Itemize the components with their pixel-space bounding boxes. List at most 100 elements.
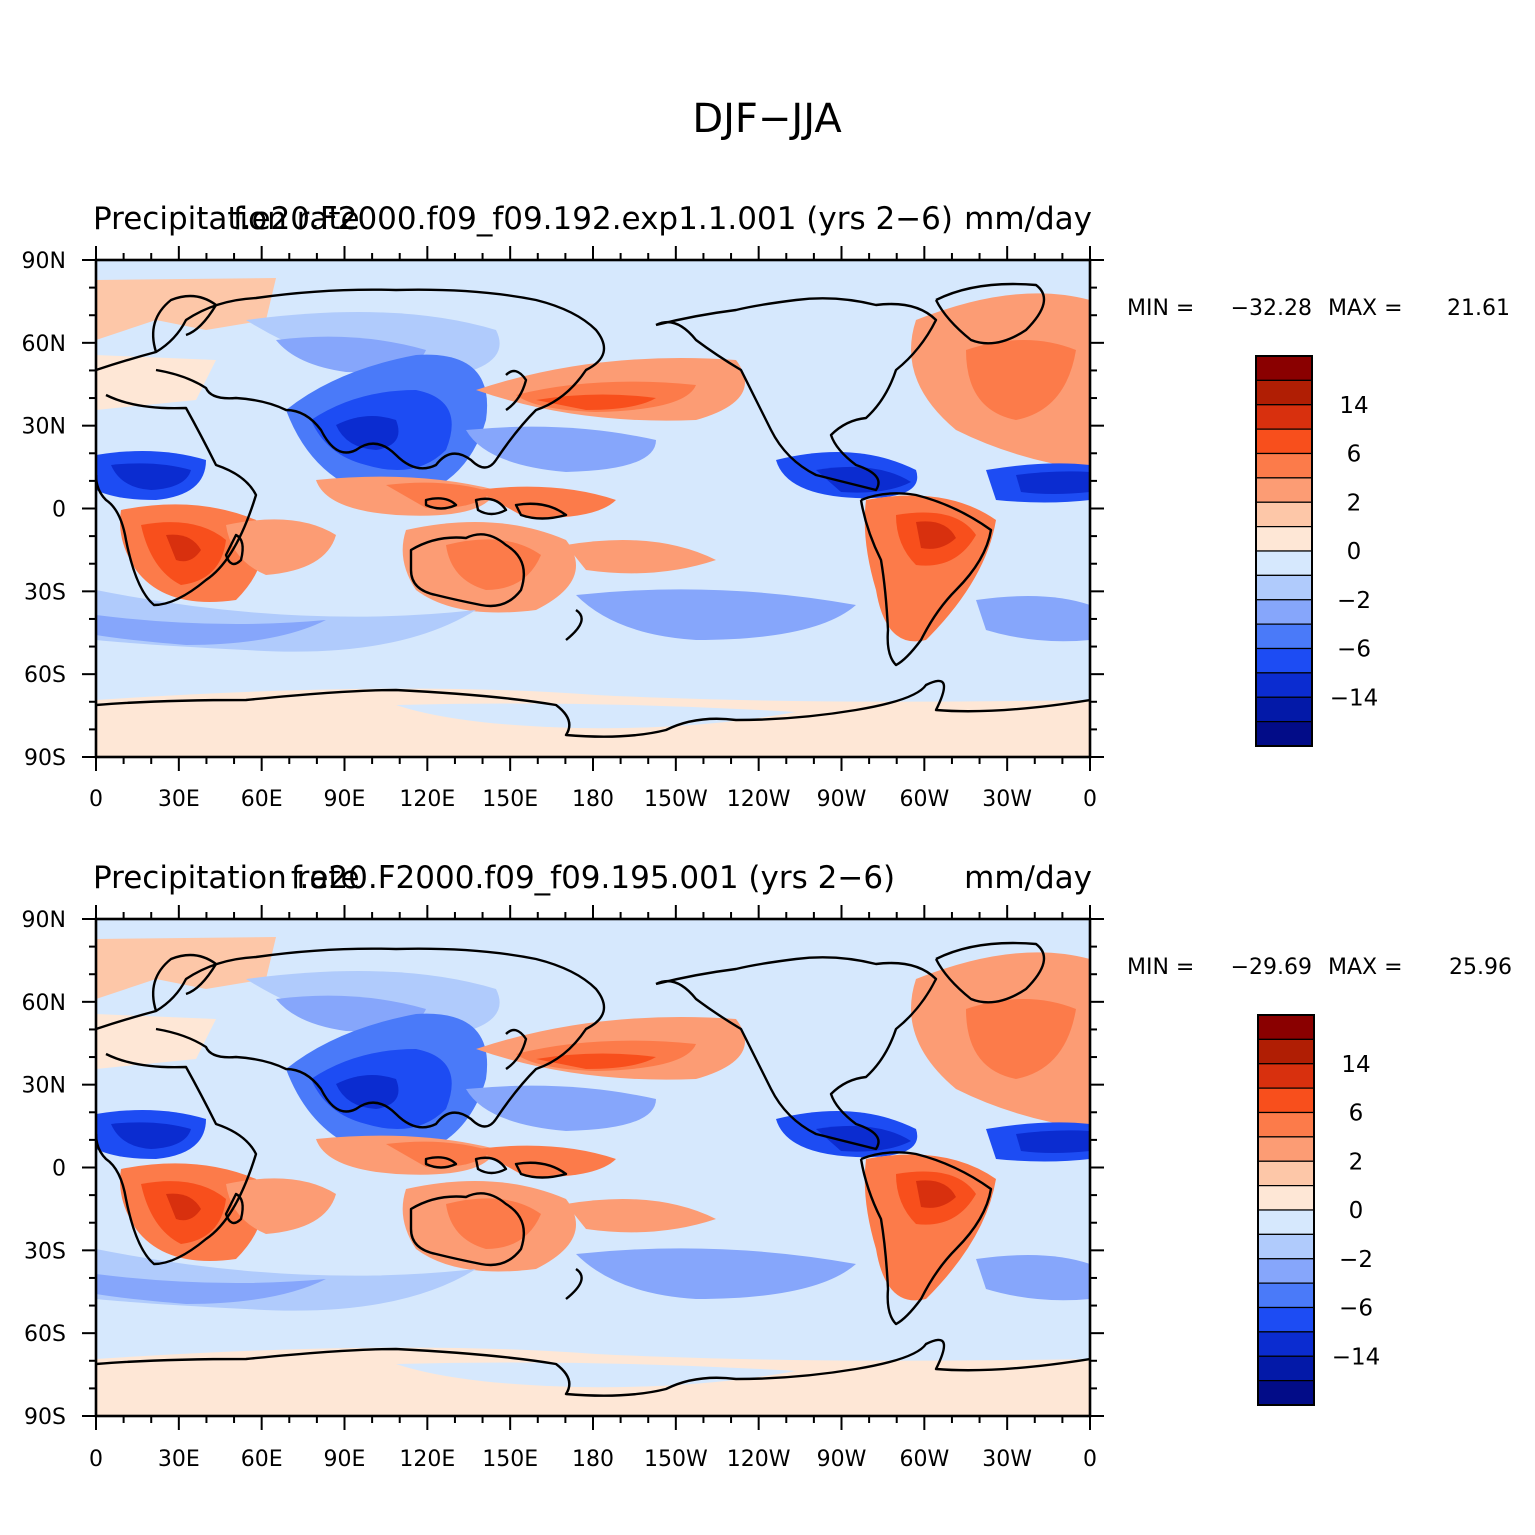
lon-label: 90W bbox=[817, 1447, 867, 1472]
colorbar-label: −6 bbox=[1339, 1296, 1373, 1322]
panel-2-map bbox=[96, 919, 1090, 1416]
colorbar-swatch bbox=[1255, 696, 1313, 723]
panel-1-colorbar: 14 6 2 0 −2 −6 −14 bbox=[1255, 355, 1379, 747]
colorbar-swatch bbox=[1257, 1111, 1315, 1138]
colorbar-label: −2 bbox=[1339, 1247, 1373, 1273]
panel-2: Precipitation rate f.e20.F2000.f09_f09.1… bbox=[22, 860, 1512, 1472]
lat-label: 30N bbox=[22, 1074, 66, 1099]
colorbar-outline bbox=[1257, 1014, 1315, 1406]
lon-label: 60W bbox=[899, 1447, 949, 1472]
lon-label: 120E bbox=[399, 1447, 455, 1472]
panel-1-right-string: mm/day bbox=[964, 201, 1092, 237]
lon-label: 60E bbox=[241, 1447, 283, 1472]
lon-label: 150W bbox=[644, 787, 708, 812]
lat-label: 90S bbox=[24, 746, 66, 771]
panel-2-lat-labels: 90N 60N 30N 0 30S 60S 90S bbox=[22, 908, 66, 1430]
panel-2-center-string: f.e20.F2000.f09_f09.195.001 (yrs 2−6) bbox=[291, 860, 895, 896]
panel-2-min-value: −29.69 bbox=[1231, 955, 1312, 980]
panel-2-right-string: mm/day bbox=[964, 860, 1092, 896]
colorbar-swatch bbox=[1257, 1038, 1315, 1065]
lon-label: 150E bbox=[482, 1447, 538, 1472]
colorbar-swatch bbox=[1255, 477, 1313, 503]
main-title: DJF−JJA bbox=[692, 96, 842, 142]
colorbar-swatch bbox=[1255, 599, 1313, 625]
lat-label: 60N bbox=[22, 332, 66, 357]
colorbar-swatch bbox=[1255, 574, 1313, 601]
lon-label: 120E bbox=[399, 787, 455, 812]
panel-2-lon-labels: 0 30E 60E 90E 120E 150E 180 150W 120W 90W 60W 30W 0 bbox=[89, 1447, 1097, 1472]
colorbar-swatch bbox=[1255, 647, 1313, 674]
lon-label: 150W bbox=[644, 1447, 708, 1472]
colorbar-swatch bbox=[1257, 1209, 1315, 1235]
colorbar-label: 14 bbox=[1341, 1052, 1370, 1078]
colorbar-swatch bbox=[1255, 501, 1313, 528]
lon-label: 180 bbox=[572, 1447, 614, 1472]
lon-label: 180 bbox=[572, 787, 614, 812]
colorbar-swatch bbox=[1255, 452, 1313, 479]
lon-label: 90W bbox=[817, 787, 867, 812]
lat-label: 90S bbox=[24, 1405, 66, 1430]
colorbar-label: 14 bbox=[1339, 393, 1368, 419]
colorbar-swatch bbox=[1257, 1306, 1315, 1333]
colorbar-swatch bbox=[1257, 1185, 1315, 1211]
colorbar-swatch bbox=[1255, 623, 1313, 650]
lon-label: 90E bbox=[324, 1447, 366, 1472]
colorbar-swatch bbox=[1257, 1063, 1315, 1089]
panel-2-min-label: MIN = bbox=[1127, 955, 1194, 980]
colorbar-label: 6 bbox=[1347, 442, 1362, 468]
colorbar-label: −2 bbox=[1337, 588, 1371, 614]
lat-label: 90N bbox=[22, 908, 66, 933]
colorbar-swatch bbox=[1257, 1380, 1315, 1406]
colorbar-swatch bbox=[1255, 404, 1313, 430]
colorbar-swatch bbox=[1257, 1282, 1315, 1309]
colorbar-swatch bbox=[1257, 1136, 1315, 1162]
colorbar-swatch bbox=[1255, 428, 1313, 455]
panel-2-frame bbox=[82, 905, 1104, 1430]
panel-1-lon-labels: 0 30E 60E 90E 120E 150E 180 150W 120W 90W 60W 30W 0 bbox=[89, 787, 1097, 812]
panel-1-max-label: MAX = bbox=[1328, 296, 1403, 321]
colorbar-swatch bbox=[1257, 1087, 1315, 1114]
panel-1-frame bbox=[82, 246, 1104, 771]
panel-1-max-value: 21.61 bbox=[1447, 296, 1510, 321]
lon-label: 30E bbox=[158, 1447, 200, 1472]
panel-2-max-value: 25.96 bbox=[1449, 955, 1512, 980]
lon-label: 120W bbox=[727, 787, 791, 812]
panel-2-left-string: Precipitation rate bbox=[93, 860, 360, 896]
lon-label: 60W bbox=[899, 787, 949, 812]
lon-label: 150E bbox=[482, 787, 538, 812]
colorbar-label: 0 bbox=[1347, 539, 1362, 565]
colorbar-outline bbox=[1255, 355, 1313, 747]
panel-1-min-value: −32.28 bbox=[1231, 296, 1312, 321]
lat-label: 60S bbox=[24, 1322, 66, 1347]
colorbar-label: 2 bbox=[1349, 1149, 1364, 1175]
lat-label: 30N bbox=[22, 415, 66, 440]
colorbar-label: −14 bbox=[1330, 685, 1379, 711]
colorbar-swatch bbox=[1255, 355, 1313, 381]
lat-label: 60S bbox=[24, 663, 66, 688]
colorbar-label: −6 bbox=[1337, 637, 1371, 663]
lon-label: 30W bbox=[982, 787, 1032, 812]
lat-label: 30S bbox=[24, 580, 66, 605]
panel-1-left-string: Precipitation rate bbox=[93, 201, 360, 237]
panel-1-map bbox=[96, 260, 1090, 757]
lon-label: 90E bbox=[324, 787, 366, 812]
panel-1: Precipitation rate f.e20.F2000.f09_f09.1… bbox=[22, 201, 1510, 812]
colorbar-swatch bbox=[1257, 1233, 1315, 1260]
panel-1-min-label: MIN = bbox=[1127, 296, 1194, 321]
lon-label: 0 bbox=[89, 1447, 103, 1472]
colorbar-label: −14 bbox=[1332, 1344, 1381, 1370]
colorbar-swatch bbox=[1255, 526, 1313, 552]
colorbar-swatch bbox=[1257, 1331, 1315, 1357]
colorbar-swatch bbox=[1255, 550, 1313, 576]
panel-1-center-string: f.e20.F2000.f09_f09.192.exp1.1.001 (yrs … bbox=[233, 201, 953, 237]
lon-label: 120W bbox=[727, 1447, 791, 1472]
colorbar-swatch bbox=[1255, 379, 1313, 406]
lat-label: 60N bbox=[22, 991, 66, 1016]
colorbar-swatch bbox=[1257, 1014, 1315, 1040]
lat-label: 90N bbox=[22, 249, 66, 274]
colorbar-label: 6 bbox=[1349, 1101, 1364, 1127]
lat-label: 0 bbox=[52, 1157, 66, 1182]
panel-2-colorbar: 14 6 2 0 −2 −6 −14 bbox=[1257, 1014, 1381, 1406]
lon-label: 0 bbox=[1083, 1447, 1097, 1472]
